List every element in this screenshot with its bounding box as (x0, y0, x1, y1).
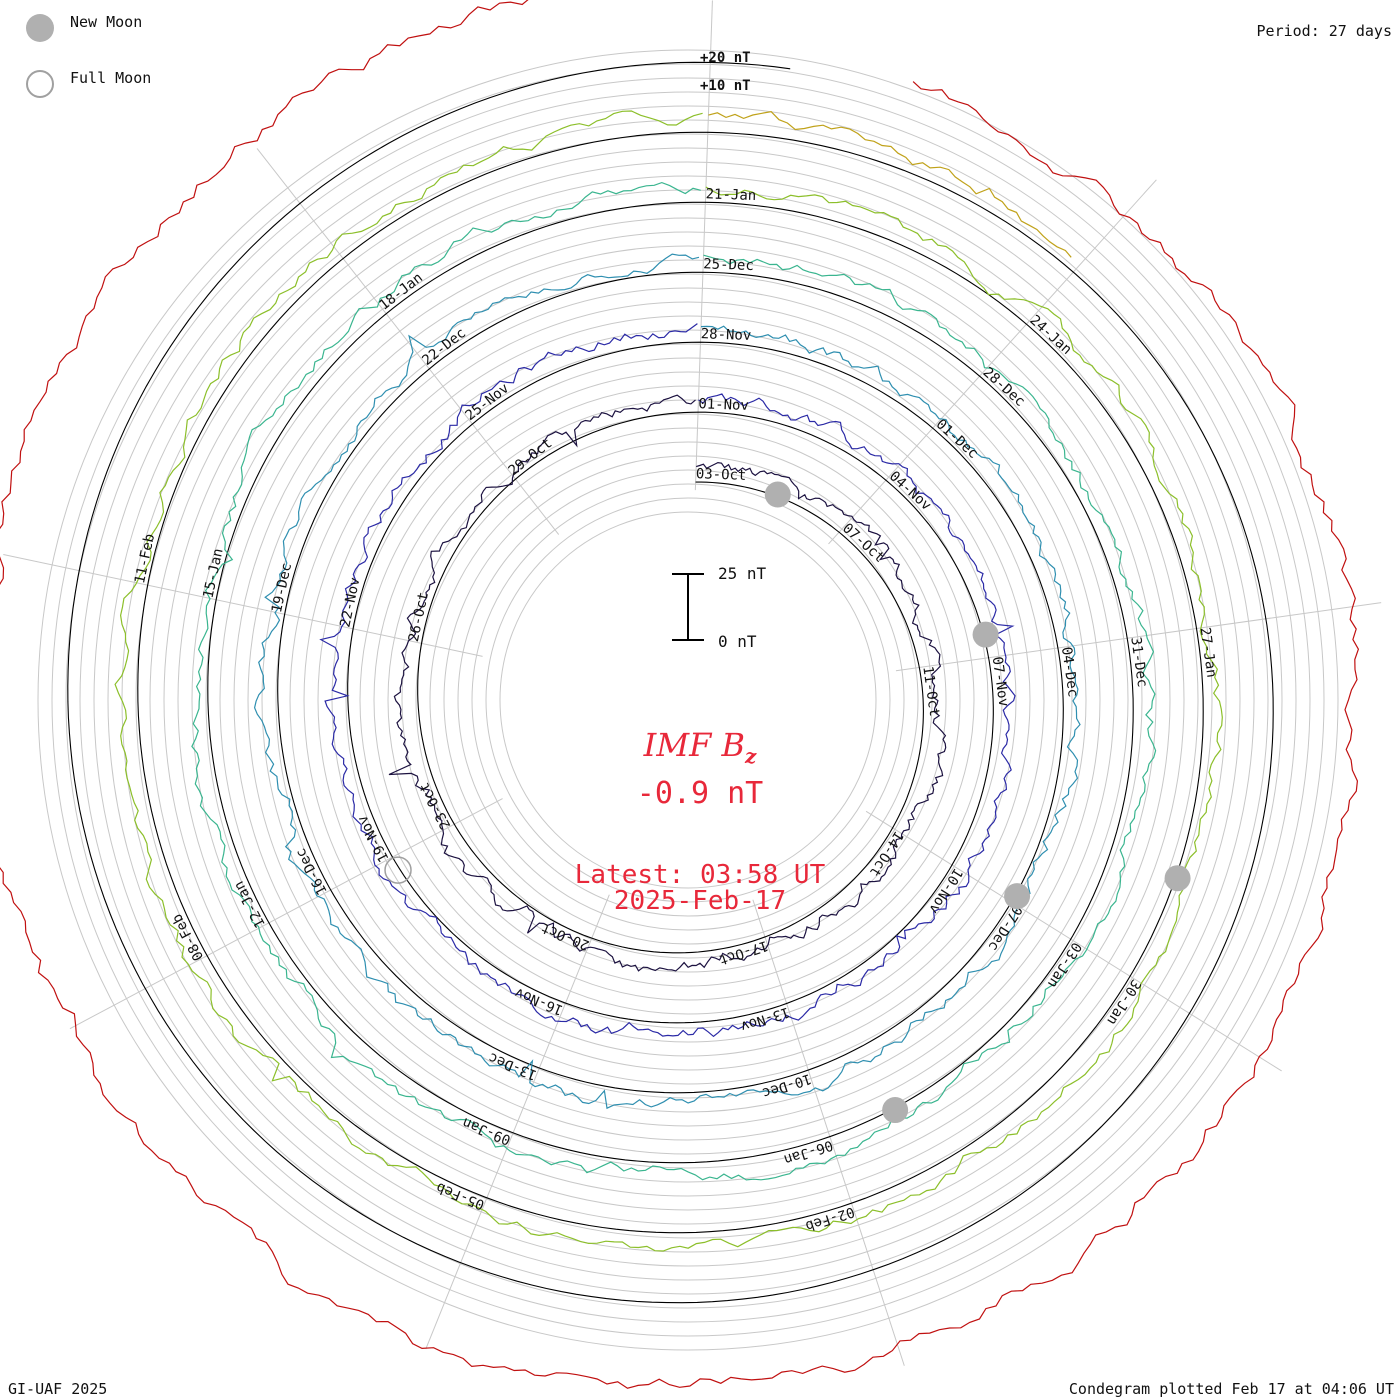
date-label-05-Feb: 05-Feb (434, 1179, 487, 1213)
grid-circle-16 (275, 287, 1101, 1113)
new-moon-marker-4 (1164, 865, 1191, 892)
trace-rev-03-Oct (388, 394, 947, 972)
scale-bar-graphic (672, 573, 704, 641)
legend-full-moon: Full Moon (26, 68, 151, 100)
new-moon-icon (26, 14, 54, 42)
date-label-22-Nov: 22-Nov (337, 576, 363, 629)
grid-circle-29 (93, 105, 1283, 1295)
radial-spoke-0 (694, 0, 713, 491)
grid-circle-30 (79, 91, 1297, 1309)
date-label-16-Nov: 16-Nov (513, 984, 566, 1018)
date-label-11-Oct: 11-Oct (919, 665, 942, 717)
date-label-13-Dec: 13-Dec (486, 1049, 539, 1083)
grid-circle-5 (429, 441, 947, 959)
grid-circle-20 (219, 231, 1157, 1169)
date-label-10-Dec: 10-Dec (760, 1070, 813, 1101)
legend-full-moon-label: Full Moon (70, 69, 152, 87)
grid-circle-3 (457, 469, 919, 931)
grid-circle-25 (149, 161, 1227, 1239)
date-label-03-Oct: 03-Oct (696, 466, 747, 484)
radial-spoke-7 (3, 553, 483, 657)
grid-circle-9 (373, 385, 1003, 1015)
grid-circle-27 (121, 133, 1255, 1267)
latest-time: Latest: 03:58 UT (574, 860, 826, 890)
grid-circle-17 (261, 273, 1115, 1127)
date-label-21-Jan: 21-Jan (705, 186, 756, 204)
grid-circle-21 (205, 217, 1171, 1183)
reference-label-1: +10 nT (700, 78, 751, 94)
new-moon-marker-1 (972, 621, 999, 648)
grid-circle-11 (345, 357, 1031, 1043)
reference-label-0: +20 nT (700, 50, 751, 66)
grid-circle-28 (107, 119, 1269, 1281)
grid-circle-7 (401, 413, 975, 987)
grid-circle-6 (415, 427, 961, 973)
trace-rev-25-Dec (191, 181, 1157, 1181)
full-moon-icon (26, 70, 54, 98)
grid-circle-24 (163, 175, 1213, 1225)
radial-spoke-6 (69, 798, 503, 1030)
trace-rev-11-Feb (708, 111, 1072, 258)
legend-new-moon-label: New Moon (70, 13, 143, 31)
grid-circle-32 (51, 63, 1325, 1337)
zero-baseline-spiral (67, 61, 1274, 1304)
grid-circle-14 (303, 315, 1073, 1085)
quantity-label: IMF B (643, 726, 745, 764)
trace-rev-01-Nov (319, 323, 1016, 1038)
grid-circle-31 (65, 77, 1311, 1323)
scale-top-label: 25 nT (718, 564, 767, 583)
grid-circle-10 (359, 371, 1017, 1029)
radial-spoke-3 (865, 810, 1282, 1072)
grid-circle-18 (247, 259, 1129, 1141)
radial-spoke-8 (256, 148, 560, 535)
date-label-07-Nov: 07-Nov (989, 656, 1012, 708)
grid-circle-0 (499, 511, 877, 889)
new-moon-marker-3 (882, 1097, 909, 1124)
grid-circle-33 (37, 49, 1339, 1351)
date-label-25-Dec: 25-Dec (703, 256, 754, 274)
trace-rev-14-Feb (0, 0, 1360, 1389)
grid-circle-26 (135, 147, 1241, 1253)
scale-bar (668, 566, 748, 650)
grid-circle-23 (177, 189, 1199, 1211)
grid-circle-22 (191, 203, 1185, 1197)
new-moon-marker-0 (764, 481, 791, 508)
quantity-subscript: z (744, 744, 757, 768)
grid-circle-1 (485, 497, 891, 903)
full-moon-marker-0 (384, 856, 412, 884)
current-value: -0.9 nT (636, 776, 764, 811)
radial-spoke-1 (828, 179, 1157, 545)
date-label-02-Feb: 02-Feb (803, 1203, 856, 1234)
period-label: Period: 27 days (1256, 22, 1392, 40)
grid-circle-2 (471, 483, 905, 917)
legend-new-moon: New Moon (26, 12, 142, 44)
date-label-31-Dec: 31-Dec (1127, 636, 1150, 688)
grid-circle-19 (233, 245, 1143, 1155)
date-label-28-Nov: 28-Nov (700, 326, 751, 344)
grid-circle-15 (289, 301, 1087, 1099)
grid-circle-8 (387, 399, 989, 1001)
credit-label: GI-UAF 2025 (8, 1380, 108, 1398)
date-label-01-Nov: 01-Nov (698, 396, 749, 414)
quantity-title: IMF Bz (0, 726, 1400, 768)
date-label-27-Jan: 27-Jan (1197, 626, 1220, 678)
date-label-20-Oct: 20-Oct (539, 919, 592, 953)
new-moon-marker-2 (1004, 883, 1031, 910)
plotted-timestamp: Condegram plotted Feb 17 at 04:06 UT (1068, 1380, 1394, 1398)
date-label-29-Oct: 29-Oct (506, 435, 556, 479)
trace-rev-21-Jan (114, 110, 1223, 1252)
date-label-09-Jan: 09-Jan (460, 1114, 513, 1148)
latest-date: 2025-Feb-17 (613, 886, 787, 916)
date-label-26-Oct: 26-Oct (406, 591, 432, 644)
grid-circle-4 (443, 455, 933, 945)
date-label-04-Dec: 04-Dec (1058, 646, 1081, 698)
scale-bottom-label: 0 nT (718, 632, 757, 651)
trace-rev-28-Nov (253, 253, 1081, 1110)
radial-spoke-2 (895, 602, 1382, 672)
date-label-25-Nov: 25-Nov (463, 380, 513, 424)
radial-spoke-5 (425, 894, 610, 1350)
radial-spoke-4 (752, 899, 905, 1366)
